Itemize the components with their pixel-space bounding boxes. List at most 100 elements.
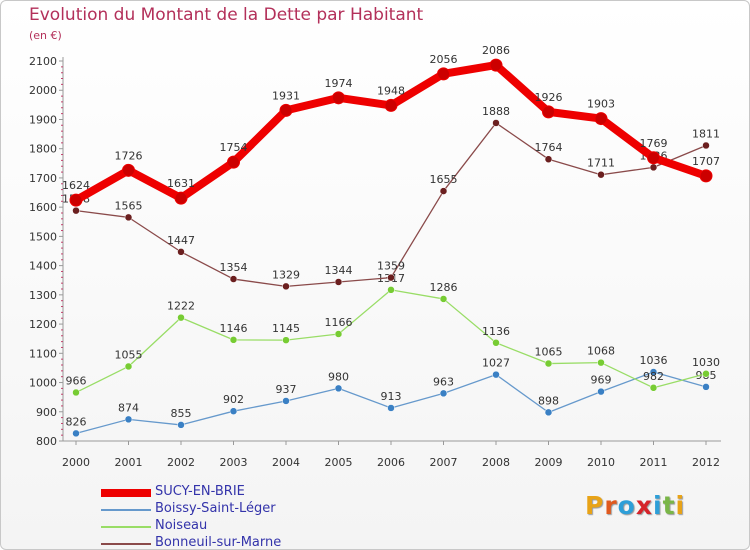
y-tick-label: 1800 — [29, 143, 57, 156]
y-tick-label: 1600 — [29, 201, 57, 214]
data-label: 2056 — [430, 53, 458, 66]
data-label: 1030 — [692, 356, 720, 369]
y-tick-label: 1000 — [29, 377, 57, 390]
legend-swatch — [101, 543, 151, 545]
data-point — [72, 429, 80, 438]
data-point — [384, 98, 398, 112]
data-label: 913 — [381, 390, 402, 403]
data-label: 1903 — [587, 98, 615, 111]
data-label: 1931 — [272, 89, 300, 102]
data-point — [334, 384, 343, 393]
data-point — [279, 103, 293, 117]
data-point — [702, 141, 710, 150]
legend-label: SUCY-EN-BRIE — [155, 484, 245, 499]
data-label: 1926 — [535, 91, 563, 104]
data-point — [597, 387, 605, 396]
data-point — [124, 415, 133, 424]
data-label: 874 — [118, 401, 139, 414]
data-label: 1329 — [272, 268, 300, 281]
x-tick-label: 2002 — [167, 456, 195, 469]
data-point — [702, 383, 710, 391]
x-tick-label: 2010 — [587, 456, 615, 469]
legend-label: Noiseau — [155, 518, 208, 533]
y-tick-label: 900 — [36, 406, 57, 419]
data-label: 1359 — [377, 260, 405, 273]
data-label: 2086 — [482, 44, 510, 57]
data-point — [69, 193, 83, 207]
data-label: 1027 — [482, 357, 510, 370]
data-point — [647, 151, 660, 165]
legend-swatch — [101, 489, 151, 497]
data-label: 969 — [591, 374, 612, 387]
data-point — [439, 187, 448, 195]
data-point — [229, 336, 238, 344]
data-label: 855 — [171, 407, 192, 420]
data-point — [597, 358, 605, 367]
legend-item: Noiseau — [101, 518, 401, 535]
data-label: 1769 — [640, 137, 668, 150]
x-tick-label: 2001 — [115, 456, 143, 469]
data-label: 966 — [66, 374, 87, 387]
legend: SUCY-EN-BRIE Boissy-Saint-Léger Noiseau Bon… — [101, 484, 401, 549]
data-label: 1055 — [115, 348, 143, 361]
data-point — [699, 169, 713, 183]
data-point — [332, 91, 345, 105]
data-point — [544, 408, 553, 417]
data-point — [177, 313, 185, 322]
chart-unit: (en €) — [29, 29, 62, 42]
data-label: 826 — [66, 415, 87, 428]
data-label: 1655 — [430, 173, 458, 186]
data-point — [124, 362, 133, 371]
data-point — [387, 404, 395, 412]
data-point — [439, 295, 448, 303]
data-label: 1711 — [587, 157, 615, 170]
y-tick-label: 1100 — [29, 347, 57, 360]
y-tick-label: 1500 — [29, 230, 57, 243]
data-point — [544, 155, 553, 163]
x-tick-label: 2006 — [377, 456, 405, 469]
y-tick-label: 800 — [36, 435, 57, 448]
data-point — [177, 421, 185, 429]
data-point — [489, 58, 503, 72]
y-tick-label: 2100 — [29, 55, 57, 68]
legend-swatch — [101, 509, 151, 511]
data-point — [387, 286, 395, 294]
proxiti-logo: Proxiti — [585, 491, 686, 520]
data-point — [174, 191, 188, 205]
data-point — [177, 248, 185, 256]
chart-title: Evolution du Montant de la Dette par Hab… — [29, 5, 424, 25]
data-point — [649, 368, 658, 376]
data-point — [282, 336, 290, 344]
x-tick-label: 2005 — [325, 456, 353, 469]
data-point — [649, 163, 658, 172]
data-label: 1344 — [325, 264, 353, 277]
data-label: 1754 — [220, 141, 248, 154]
data-point — [72, 388, 80, 397]
legend-item: SUCY-EN-BRIE — [101, 484, 401, 501]
data-label: 1631 — [167, 177, 195, 190]
data-label: 1068 — [587, 345, 615, 358]
data-point — [72, 206, 80, 215]
data-point — [229, 407, 238, 415]
data-point — [227, 155, 240, 169]
data-label: 1136 — [482, 325, 510, 338]
data-label: 898 — [538, 394, 559, 407]
data-label: 1726 — [115, 149, 143, 162]
data-point — [387, 273, 395, 282]
data-point — [229, 275, 238, 283]
data-label: 902 — [223, 393, 244, 406]
data-point — [334, 278, 343, 286]
legend-swatch — [101, 526, 151, 528]
data-label: 1624 — [62, 179, 90, 192]
data-point — [334, 330, 343, 338]
data-label: 1447 — [167, 234, 195, 247]
data-label: 1036 — [640, 354, 668, 367]
legend-item: Boissy-Saint-Léger — [101, 501, 401, 518]
data-label: 1286 — [430, 281, 458, 294]
data-label: 1146 — [220, 322, 248, 335]
data-point — [702, 370, 710, 378]
y-tick-label: 1200 — [29, 318, 57, 331]
legend-item: Bonneuil-sur-Marne — [101, 535, 401, 549]
